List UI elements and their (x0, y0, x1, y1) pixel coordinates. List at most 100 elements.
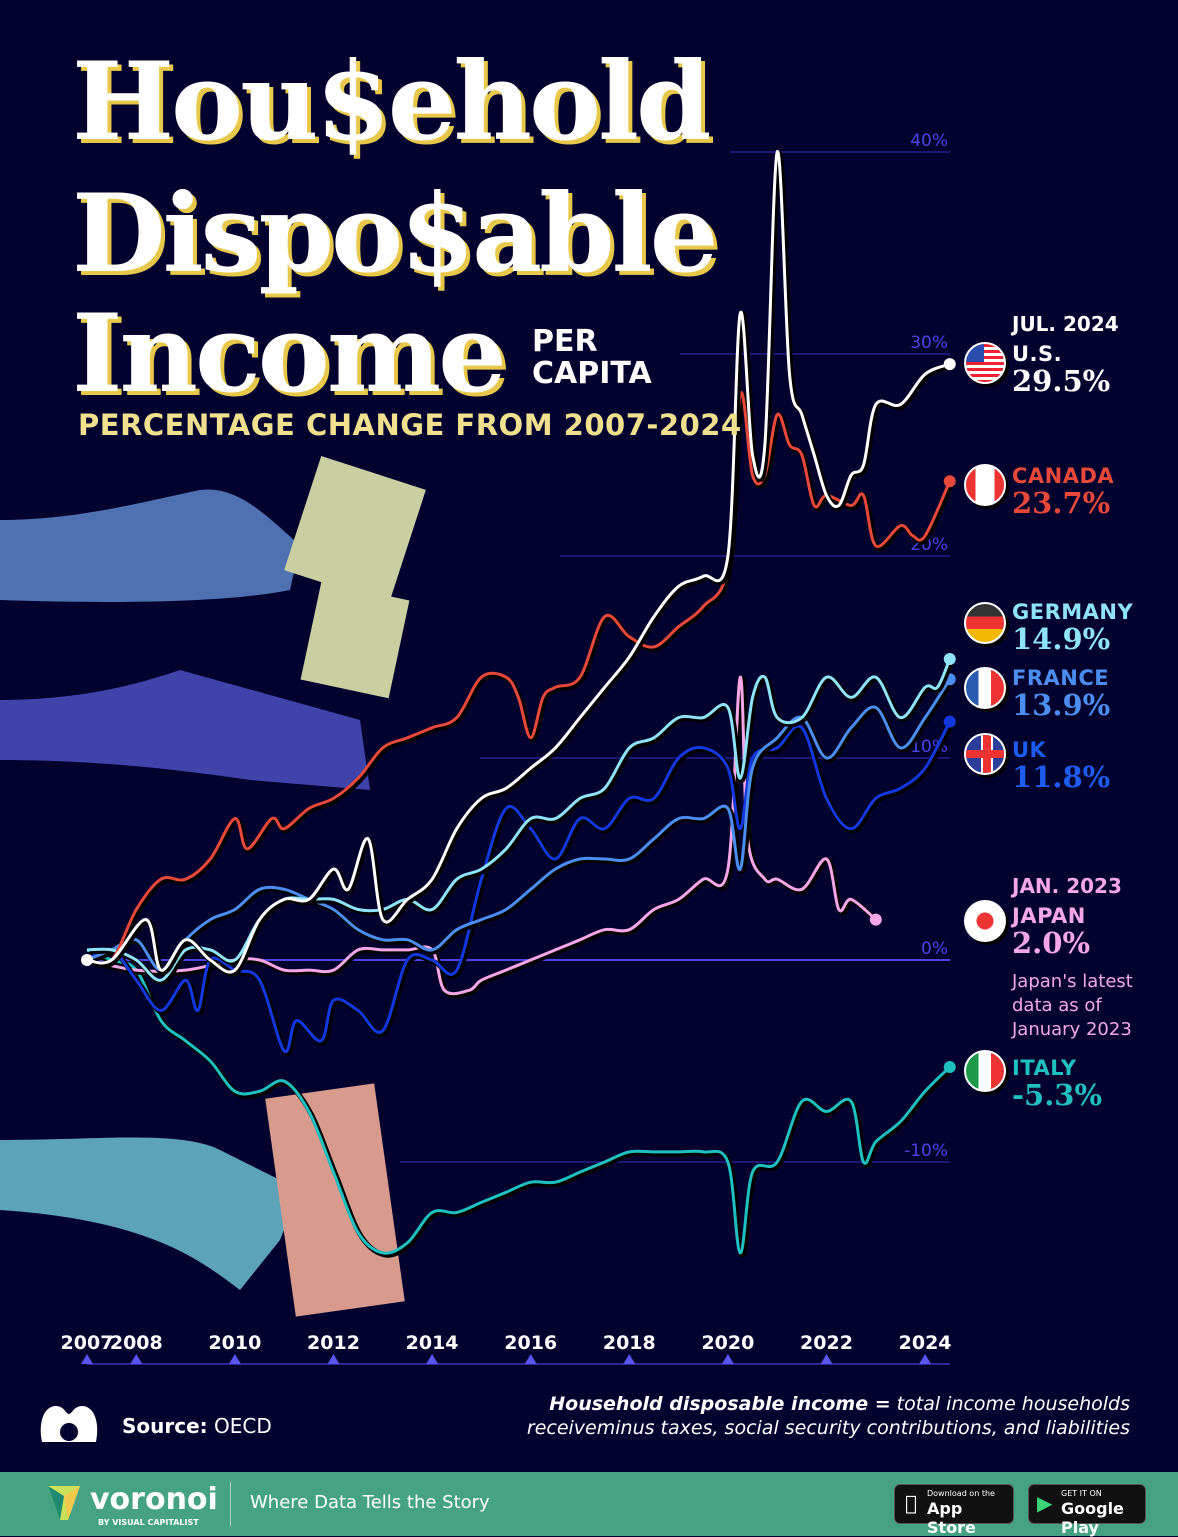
legend-us-name: U.S. (1012, 342, 1063, 366)
per-label: PER (532, 324, 598, 359)
x-tick-marker (426, 1354, 439, 1364)
y-tick-label: 0% (921, 939, 948, 959)
y-tick-label: 30% (910, 333, 948, 353)
canada-end-point (943, 475, 956, 488)
legend-canada-value: 23.7% (1012, 486, 1111, 520)
capita-label: CAPITA (532, 356, 652, 391)
legend-japan: JAPAN 2.0% (1012, 904, 1090, 958)
japan-note-line: data as of (1012, 995, 1102, 1016)
legend-france-name: FRANCE (1012, 666, 1110, 690)
legend-canada-name: CANADA (1012, 464, 1115, 488)
definition-term: Household disposable income = (549, 1393, 891, 1415)
japan-note: Japan's latest data as of January 2023 (1012, 970, 1133, 1042)
japan-line (86, 675, 877, 996)
app-store-button[interactable]:  Download on the App Store (894, 1484, 1014, 1537)
x-tick-marker (524, 1354, 537, 1364)
germany-flag-icon (964, 602, 1006, 644)
france-flag-icon (964, 667, 1006, 709)
footer-divider (230, 1482, 231, 1526)
x-tick-marker (327, 1354, 340, 1364)
canada-line (86, 391, 952, 966)
tagline: Where Data Tells the Story (250, 1492, 490, 1513)
title-line-3: Income (72, 291, 507, 417)
app-store-small: Download on the (927, 1489, 995, 1498)
visual-capitalist-mascot-icon (40, 1406, 98, 1442)
uk-flag-icon (964, 733, 1006, 775)
x-tick-label: 2012 (307, 1332, 360, 1354)
legend-france-value: 13.9% (1012, 688, 1111, 722)
us-line (86, 150, 951, 974)
x-tick-label: 2022 (800, 1332, 853, 1354)
legend-japan-name: JAPAN (1012, 904, 1086, 928)
x-tick-marker (81, 1354, 93, 1364)
subtitle: PERCENTAGE CHANGE FROM 2007-2024 (78, 408, 742, 442)
source-label: Source: OECD (122, 1414, 272, 1438)
voronoi-logo-icon (48, 1486, 80, 1520)
legend-japan-value: 2.0% (1012, 926, 1091, 960)
japan-note-line: Japan's latest (1012, 971, 1133, 992)
legend-germany: GERMANY 14.9% (1012, 600, 1133, 654)
japan-end-point (869, 913, 882, 926)
x-tick-label: 2014 (406, 1332, 459, 1354)
legend-us: U.S. 29.5% (1012, 342, 1110, 396)
google-play-label: Google Play (1061, 1499, 1124, 1537)
x-tick-label: 2010 (208, 1332, 261, 1354)
app-store-label: App Store (927, 1499, 976, 1537)
footer-bar: voronoi BY VISUAL CAPITALIST Where Data … (0, 1472, 1178, 1537)
germany-line (86, 658, 952, 982)
by-visual-capitalist: BY VISUAL CAPITALIST (98, 1518, 199, 1527)
uk-line (86, 720, 952, 1054)
x-tick-marker (820, 1354, 833, 1364)
legend-uk: UK 11.8% (1012, 738, 1110, 792)
x-tick-marker (721, 1354, 734, 1364)
legend-germany-name: GERMANY (1012, 600, 1134, 624)
legend-germany-value: 14.9% (1012, 622, 1111, 656)
italy-line (86, 948, 951, 1255)
japan-line-shadow (88, 676, 880, 999)
japan-note-line: January 2023 (1012, 1019, 1132, 1040)
italy-end-point (943, 1061, 956, 1074)
legend-italy-name: ITALY (1012, 1056, 1077, 1080)
x-tick-label: 2008 (110, 1332, 163, 1354)
japan-date-label: JAN. 2023 (1012, 874, 1122, 898)
germany-end-point (943, 653, 956, 666)
x-tick-label: 2018 (603, 1332, 656, 1354)
x-tick-marker (228, 1354, 241, 1364)
uk-end-point (943, 715, 956, 728)
y-tick-label: -10% (904, 1141, 948, 1161)
x-tick-label: 2020 (701, 1332, 754, 1354)
us-date-label: JUL. 2024 (1012, 312, 1119, 336)
legend-france: FRANCE 13.9% (1012, 666, 1110, 720)
y-tick-label: 40% (910, 131, 948, 151)
x-tick-label: 2007 (61, 1332, 114, 1354)
google-play-button[interactable]: ▶ GET IT ON Google Play (1028, 1484, 1146, 1537)
definition-line-2: receiveminus taxes, social security cont… (526, 1417, 1130, 1439)
legend-us-value: 29.5% (1012, 364, 1111, 398)
title-line-2: Dispo$able (72, 171, 718, 297)
definition-line-1: total income households (890, 1393, 1130, 1415)
legend-uk-name: UK (1012, 738, 1047, 762)
definition-note: Household disposable income = total inco… (527, 1392, 1130, 1440)
google-play-icon: ▶ (1037, 1491, 1053, 1515)
x-tick-label: 2024 (899, 1332, 952, 1354)
us-flag-icon (964, 342, 1006, 384)
us-end-point (943, 358, 956, 371)
title-line-1: Hou$ehold (72, 39, 712, 165)
start-point (81, 954, 93, 966)
x-tick-marker (130, 1354, 143, 1364)
canada-line-shadow (88, 392, 955, 969)
japan-flag-icon (964, 900, 1006, 942)
source-key: Source: (122, 1414, 208, 1438)
legend-uk-value: 11.8% (1012, 760, 1111, 794)
voronoi-brand[interactable]: voronoi (90, 1482, 218, 1517)
legend-canada: CANADA 23.7% (1012, 464, 1114, 518)
hands-with-money-illustration (0, 455, 426, 1317)
google-play-small: GET IT ON (1061, 1489, 1102, 1498)
apple-icon:  (905, 1491, 917, 1515)
legend-italy: ITALY -5.3% (1012, 1056, 1102, 1110)
legend-italy-value: -5.3% (1012, 1078, 1103, 1112)
x-tick-label: 2016 (504, 1332, 557, 1354)
per-capita-label: PER CAPITA (532, 326, 652, 390)
source-value: OECD (214, 1414, 272, 1438)
